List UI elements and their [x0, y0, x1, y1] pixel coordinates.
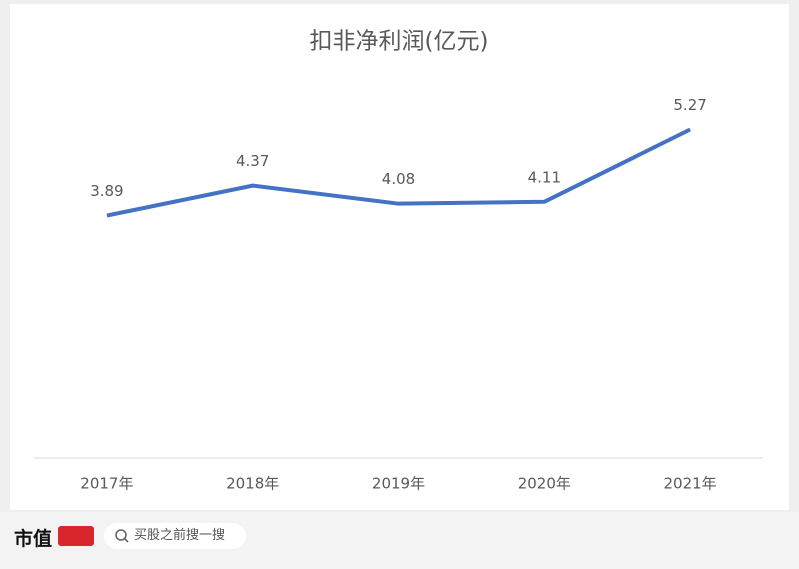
data-label: 4.37 — [236, 152, 269, 170]
data-label: 4.11 — [528, 168, 561, 186]
chart-card: 扣非净利润(亿元) 2017年 2018年 2019年 2020年 2021年 3.89 4… — [10, 4, 789, 510]
brand-stamp — [58, 526, 94, 546]
x-tick-label: 2019年 — [372, 475, 425, 493]
chart-title: 扣非净利润(亿元) — [310, 29, 489, 55]
search-placeholder: 买股之前搜一搜 — [134, 528, 226, 543]
search-box[interactable]: 买股之前搜一搜 — [104, 523, 246, 549]
data-label: 5.27 — [673, 96, 706, 114]
data-label: 3.89 — [90, 182, 123, 200]
x-tick-label: 2017年 — [80, 475, 133, 493]
chart: 扣非净利润(亿元) 2017年 2018年 2019年 2020年 2021年 3.89 4… — [34, 29, 763, 493]
footer: 市值 买股之前搜一搜 — [0, 512, 799, 569]
data-label: 4.08 — [382, 170, 415, 188]
x-tick-label: 2018年 — [226, 475, 279, 493]
x-tick-label: 2020年 — [518, 475, 571, 493]
x-tick-label: 2021年 — [664, 475, 717, 493]
search-icon — [115, 529, 129, 543]
data-line — [106, 127, 691, 218]
brand: 市值 — [14, 528, 53, 550]
